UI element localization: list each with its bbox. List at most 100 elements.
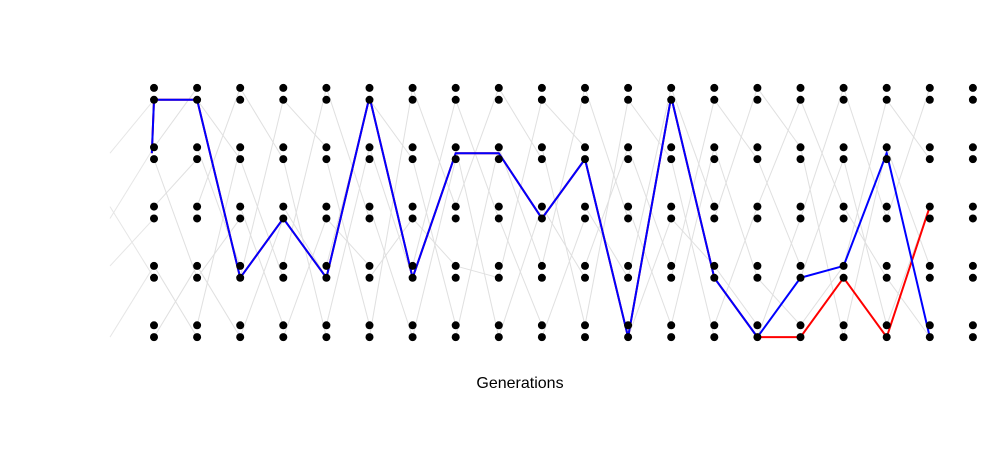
node-dot [882,333,891,342]
node-dot [537,202,546,211]
node-dot [796,261,805,270]
node-dot [753,261,762,270]
node-dot [279,143,288,152]
background-link [713,87,758,219]
node-dot [667,273,676,282]
node-dot [494,321,503,330]
node-dot [968,273,977,282]
background-link [498,147,543,267]
node-dot [365,214,374,223]
node-dot [882,95,891,104]
node-dot [925,95,934,104]
background-link [713,206,758,326]
node-dot [365,155,374,164]
node-dot [710,143,719,152]
node-dot [624,83,633,92]
node-dot [925,273,934,282]
node-dot [408,214,417,223]
background-link [455,147,500,338]
background-link [282,87,327,267]
node-dot [882,261,891,270]
background-link [584,147,629,267]
node-dot [581,261,589,270]
node-dot [667,155,676,164]
node-dot [150,273,158,282]
node-dot [451,83,460,92]
node-dot [710,273,719,282]
node-dot [839,83,848,92]
node-dot [193,155,202,164]
node-dot [408,95,417,104]
node-dot [925,202,934,211]
node-dot [193,143,202,152]
node-dot [796,333,805,342]
node-dot [624,202,633,211]
series-lines [150,96,931,340]
node-dot [193,95,202,104]
node-dot [968,202,977,211]
node-dot [581,143,589,152]
node-dot [968,333,977,342]
node-dot [494,83,503,92]
background-link [498,99,543,278]
node-dot [279,261,288,270]
node-dot [494,333,503,342]
node-dot [753,202,762,211]
node-dot [839,202,848,211]
node-dot [193,202,202,211]
background-link [757,277,801,326]
background-link [455,265,499,279]
node-dot [882,143,891,152]
node-dot [796,143,805,152]
node-dot [193,333,202,342]
node-dot [537,261,546,270]
node-dot [193,321,202,330]
background-link [369,206,414,338]
node-dot [451,155,460,164]
node-dot [451,202,460,211]
node-dot [193,83,202,92]
background-link [713,265,758,326]
background-link [627,218,672,338]
node-dot [279,155,288,164]
node-dot [537,214,546,223]
node-dot [925,143,934,152]
node-dot [796,214,805,223]
background-link [153,87,198,148]
node-dot [236,273,245,282]
node-dot [667,83,676,92]
node-dot [839,95,848,104]
node-dot [839,214,848,223]
node-dot [193,214,202,223]
node-dot [279,95,288,104]
node-dot [753,95,762,104]
background-link [412,159,457,338]
background-link [369,99,414,160]
background-link [886,277,931,338]
node-dot [796,273,805,282]
node-dot [624,95,633,104]
node-dot [710,202,719,211]
node-dot [408,143,417,152]
node-dot [150,202,158,211]
node-dot [322,321,331,330]
node-dot [796,202,805,211]
node-dot [537,155,546,164]
node-dot [667,333,676,342]
node-dot [581,321,589,330]
background-link [541,206,586,279]
node-dot [839,143,848,152]
background-link [843,87,888,219]
node-dots [150,83,977,342]
background-link [670,147,715,326]
node-dot [279,214,288,223]
background-link [541,87,586,267]
node-dot [753,273,762,282]
node-dot [451,261,460,270]
node-dot [581,202,589,211]
node-dot [968,95,977,104]
node-dot [236,83,245,92]
node-dot [322,143,331,152]
node-dot [150,261,158,270]
